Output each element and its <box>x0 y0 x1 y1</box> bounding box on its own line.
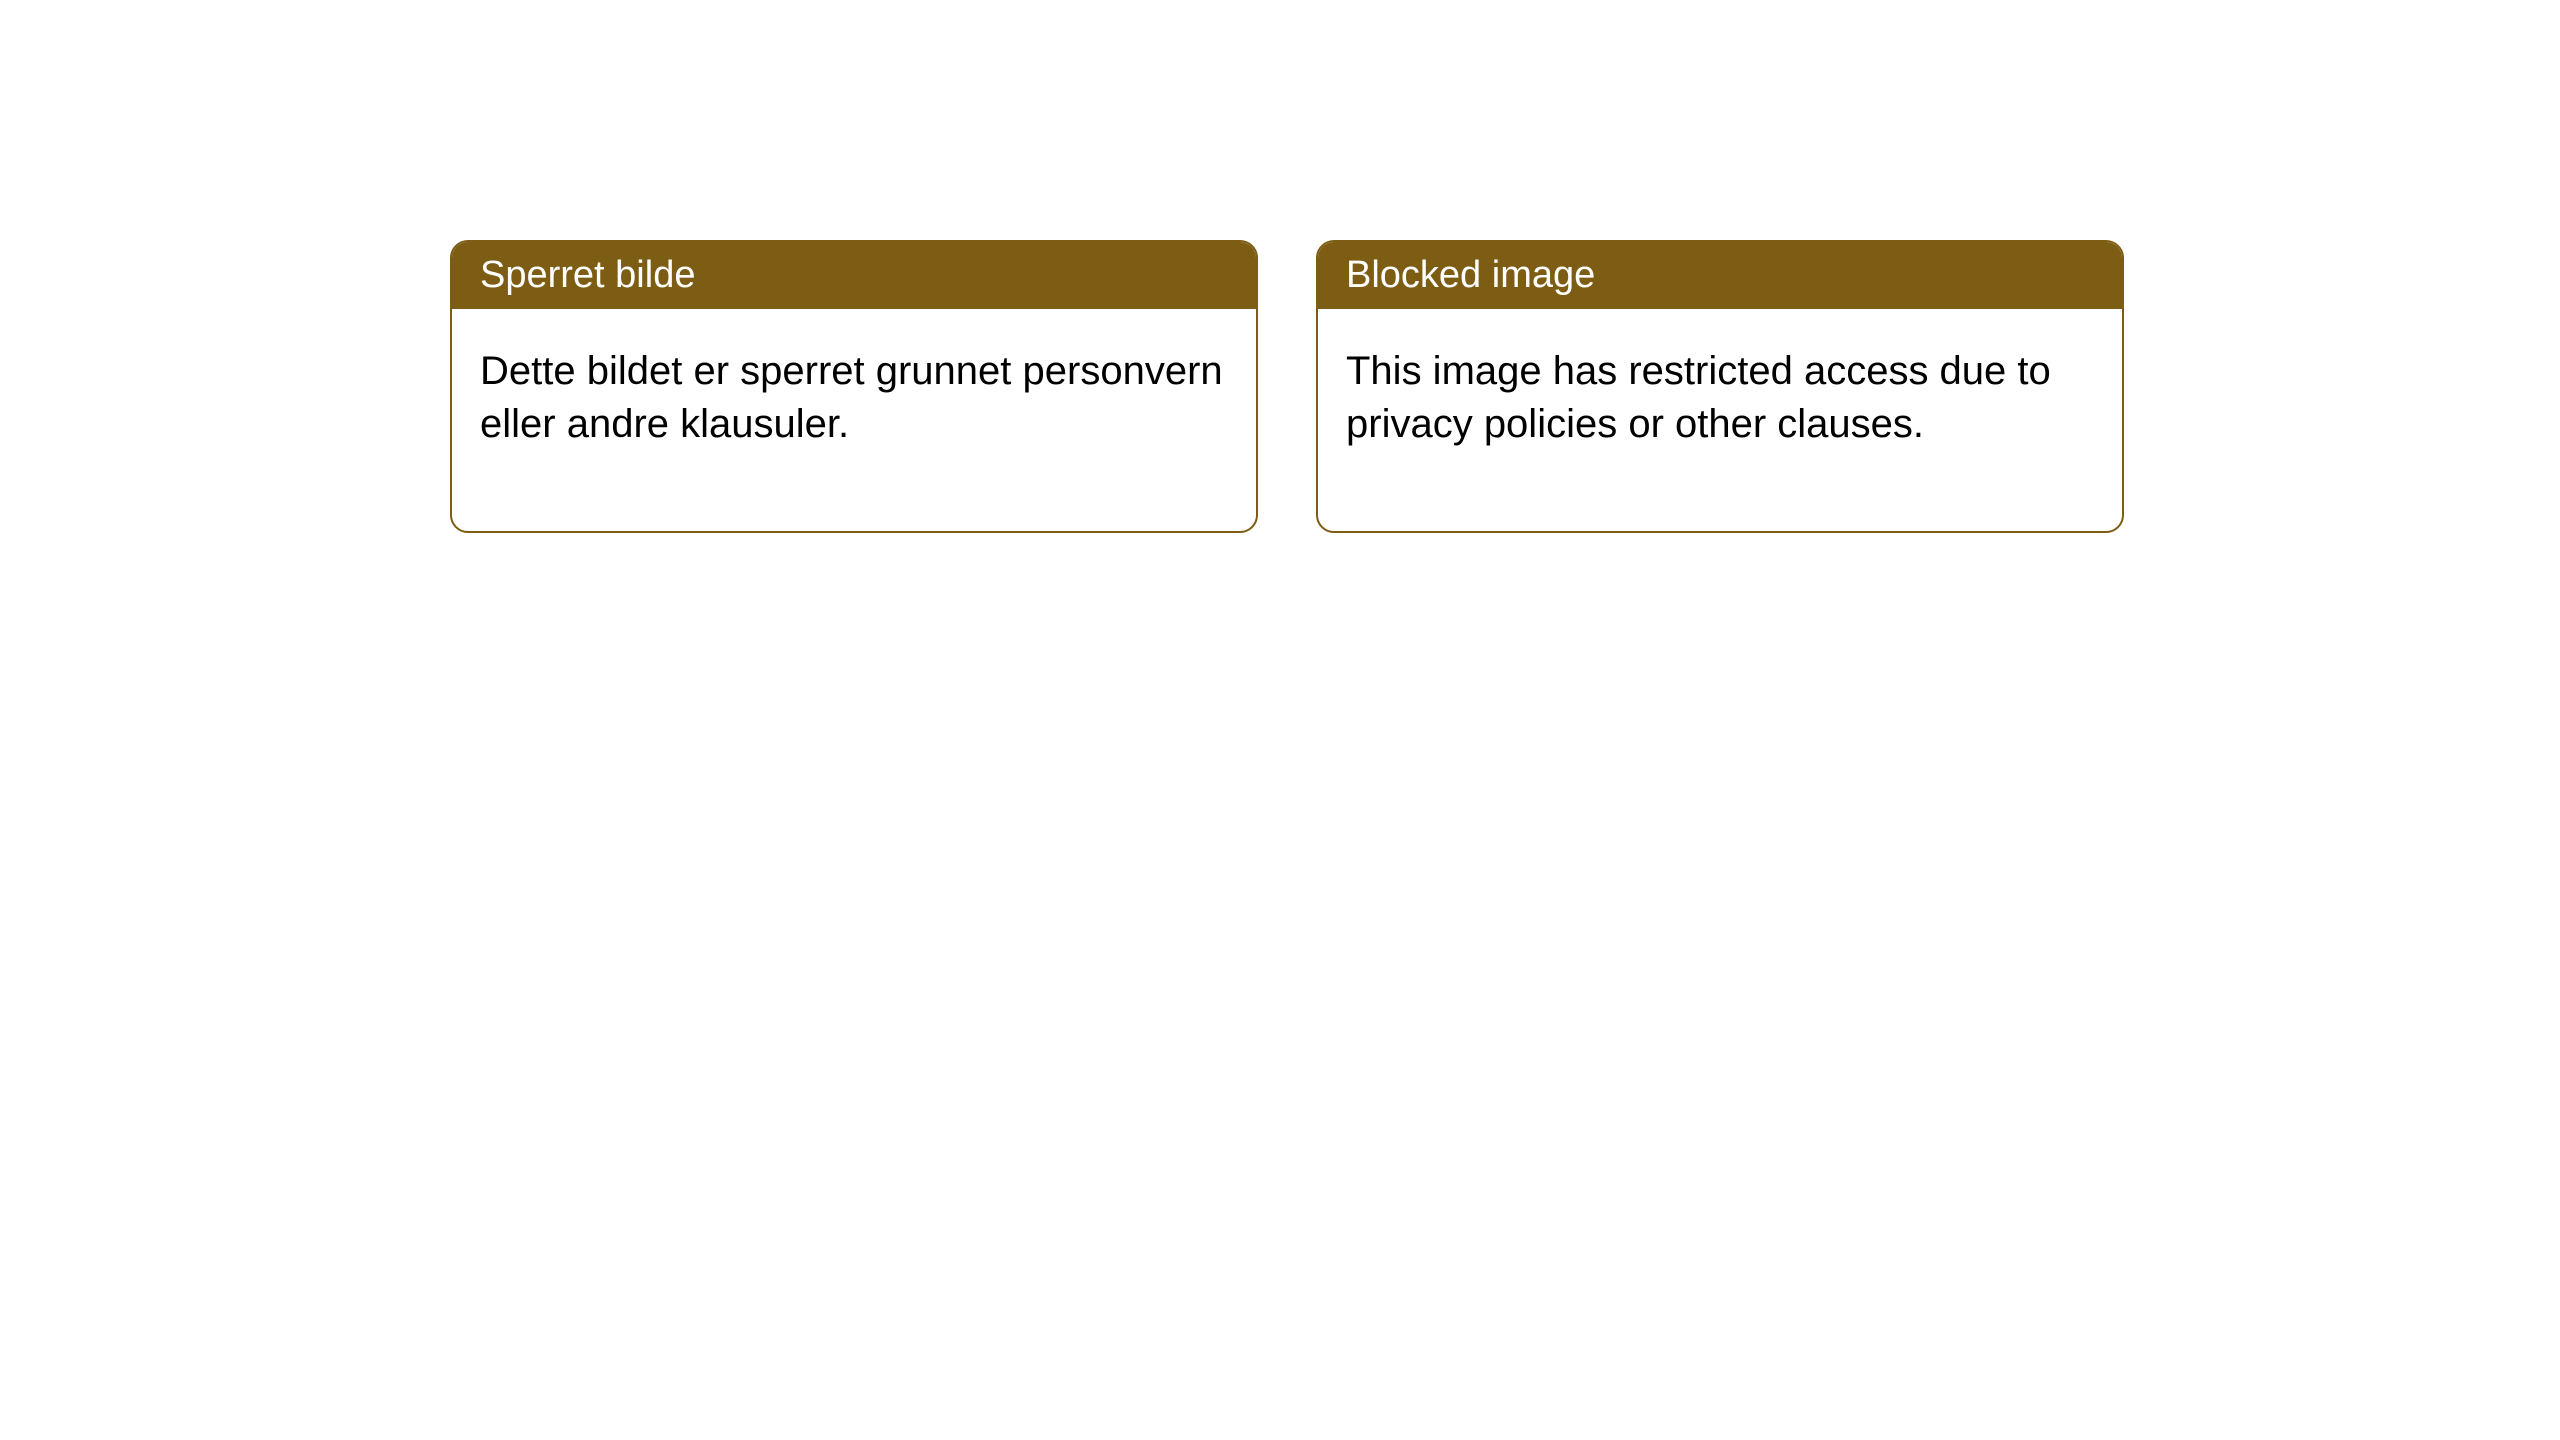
card-header: Sperret bilde <box>452 242 1256 309</box>
card-body-text: This image has restricted access due to … <box>1346 349 2051 446</box>
notice-container: Sperret bilde Dette bildet er sperret gr… <box>0 0 2560 533</box>
notice-card-norwegian: Sperret bilde Dette bildet er sperret gr… <box>450 240 1258 533</box>
card-title: Blocked image <box>1346 254 1595 296</box>
card-body: Dette bildet er sperret grunnet personve… <box>452 309 1256 531</box>
card-body-text: Dette bildet er sperret grunnet personve… <box>480 349 1223 446</box>
card-header: Blocked image <box>1318 242 2122 309</box>
card-body: This image has restricted access due to … <box>1318 309 2122 531</box>
card-title: Sperret bilde <box>480 254 695 296</box>
notice-card-english: Blocked image This image has restricted … <box>1316 240 2124 533</box>
